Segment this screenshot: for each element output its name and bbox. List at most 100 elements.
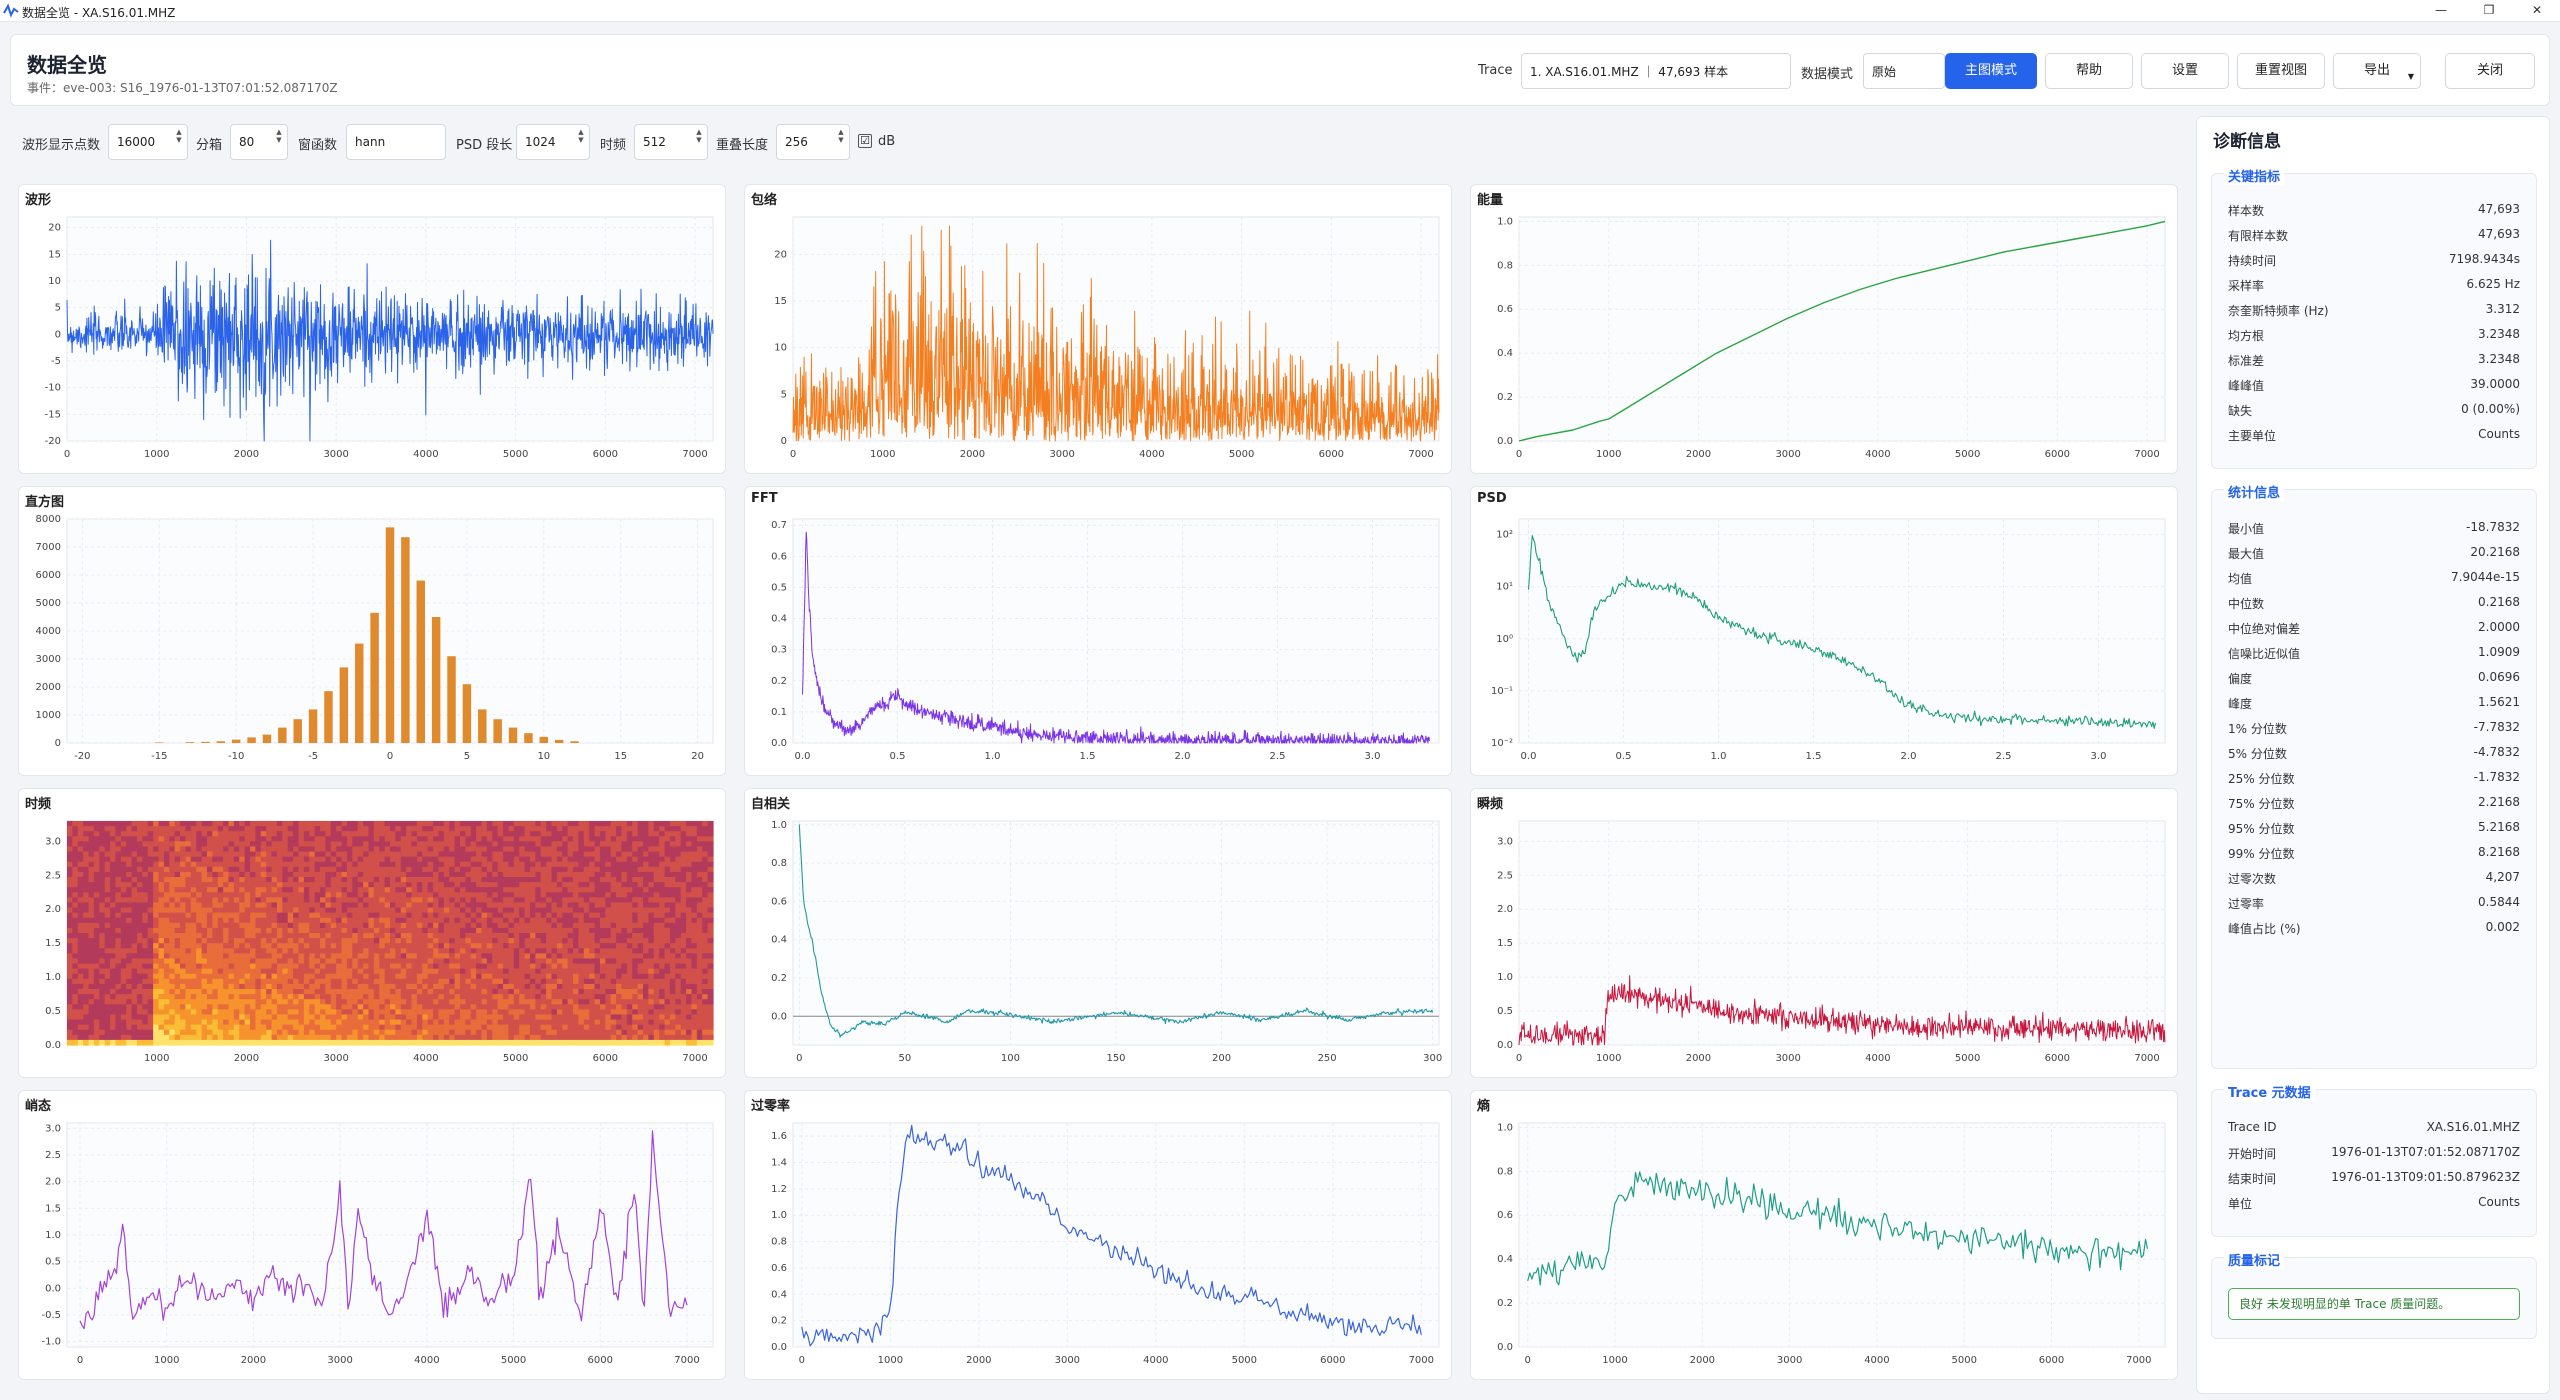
wave-points-input[interactable]: 16000 ▲ ▼ <box>108 124 188 160</box>
spectrogram-cell <box>573 943 580 949</box>
spectrogram-cell <box>610 831 617 837</box>
spectrogram-cell <box>395 1009 402 1016</box>
spectrogram-cell <box>422 958 429 965</box>
spectrogram-cell <box>578 836 585 842</box>
spectrogram-cell <box>433 1029 440 1036</box>
spectrogram-cell <box>567 856 574 863</box>
window-fn-select[interactable]: hann <box>346 124 446 160</box>
spectrogram-cell <box>93 877 100 883</box>
spectrogram-cell <box>368 851 375 858</box>
histogram-chart[interactable]: -20 -15 -10 -5 0 5 10 15 20800070006000500040003… <box>19 511 727 777</box>
spectrogram-cell <box>621 938 628 944</box>
reset-view-button[interactable]: 重置视图 <box>2237 53 2325 89</box>
spectrogram-cell <box>589 877 596 883</box>
spectrogram-cell <box>309 912 316 919</box>
spectrogram-cell <box>519 907 526 914</box>
minimize-icon[interactable]: — <box>2435 3 2447 17</box>
spectrogram-cell <box>169 1004 176 1010</box>
spectrogram-cell <box>363 836 370 842</box>
spectrogram-cell <box>110 851 117 858</box>
spectrogram-cell <box>341 821 348 827</box>
spectrogram-cell <box>433 861 440 868</box>
spectrogram-cell <box>616 994 623 1000</box>
spectrogram-cell <box>67 953 73 960</box>
spectrogram-cell <box>330 978 337 985</box>
spectrogram-cell <box>104 836 111 842</box>
spectrogram-cell <box>126 983 133 990</box>
spectrogram-cell <box>395 861 402 868</box>
spectrogram-cell <box>508 927 515 934</box>
export-button[interactable]: 导出 ▼ <box>2333 53 2421 89</box>
spectrogram-cell <box>341 861 348 868</box>
spectrogram-cell <box>336 861 343 868</box>
main-mode-button[interactable]: 主图模式 <box>1945 53 2037 89</box>
spectrogram-cell <box>158 973 165 980</box>
wave-chart[interactable]: 0 1000 2000 3000 4000 5000 6000 700020151050-5-… <box>19 209 727 475</box>
spectrogram-cell <box>594 856 601 863</box>
spinner-icon[interactable]: ▲ ▼ <box>696 128 702 144</box>
spectrogram-cell <box>77 999 84 1005</box>
spectrogram-cell <box>486 1019 493 1026</box>
spinner-icon[interactable]: ▲ ▼ <box>176 128 182 144</box>
spectrogram-cell <box>77 1034 84 1041</box>
spinner-icon[interactable]: ▲ ▼ <box>276 128 282 144</box>
spectrogram-cell <box>373 968 380 975</box>
spectrogram-cell <box>406 963 413 970</box>
spectrogram-cell <box>379 983 386 990</box>
close-button[interactable]: 关闭 <box>2445 53 2535 89</box>
trace-select[interactable]: 1. XA.S16.01.MHZ ｜ 47,693 样本 <box>1521 53 1791 89</box>
db-checkbox[interactable]: ☑ <box>858 134 872 148</box>
spectrogram-cell <box>513 831 520 837</box>
spectrogram-cell <box>228 831 235 837</box>
mode-select[interactable]: 原始 <box>1863 53 1945 89</box>
spectrogram-cell <box>400 948 407 954</box>
spectrogram-cell <box>540 943 547 949</box>
spectrogram-cell <box>589 846 596 853</box>
spectrogram-cell <box>363 953 370 960</box>
overlap-input[interactable]: 256 ▲ ▼ <box>776 124 850 160</box>
spectrogram-cell <box>540 861 547 868</box>
spectrogram-cell <box>196 1019 203 1026</box>
maximize-icon[interactable]: ❐ <box>2483 3 2495 17</box>
spectrogram-cell <box>589 861 596 868</box>
psd-len-input[interactable]: 1024 ▲ ▼ <box>516 124 590 160</box>
settings-button[interactable]: 设置 <box>2141 53 2229 89</box>
spectrogram-cell <box>529 1009 536 1016</box>
spinner-icon[interactable]: ▲ ▼ <box>578 128 584 144</box>
spectrogram-cell <box>476 963 483 970</box>
spectrogram-cell <box>320 1034 326 1041</box>
fft-chart[interactable]: 0.0 0.5 1.0 1.5 2.0 2.5 3.00.70.60.50.40.30.20… <box>745 511 1453 777</box>
spectrogram-cell <box>459 983 466 990</box>
spectrogram-cell <box>298 938 305 944</box>
spectrogram-cell <box>476 877 483 883</box>
spectrogram-cell <box>320 963 326 970</box>
tf-input[interactable]: 512 ▲ ▼ <box>634 124 708 160</box>
x-tick-label: 6000 <box>593 1053 618 1064</box>
x-tick-label: 2000 <box>960 449 985 460</box>
spectrogram-cell <box>131 948 138 954</box>
energy-chart[interactable]: 0 1000 2000 3000 4000 5000 6000 70001.00.80.60.… <box>1471 209 2179 475</box>
spectrogram-cell <box>330 963 337 970</box>
x-tick-label: 0 <box>387 751 393 762</box>
help-button[interactable]: 帮助 <box>2045 53 2133 89</box>
spectrogram-cell <box>196 922 203 929</box>
spectrogram-cell <box>476 973 483 980</box>
spectrogram-cell <box>136 989 143 995</box>
spinner-icon[interactable]: ▲ ▼ <box>838 128 844 144</box>
spectrogram-cell <box>406 887 413 893</box>
spectrogram-cell <box>556 846 563 853</box>
bins-input[interactable]: 80 ▲ ▼ <box>230 124 288 160</box>
spectrogram-cell <box>519 856 526 863</box>
spectrogram-cell <box>357 943 364 949</box>
spectrogram-cell <box>115 902 122 909</box>
spectrogram-cell <box>260 1034 267 1041</box>
spectrogram-cell <box>599 1034 606 1041</box>
spectrogram-cell <box>395 877 402 883</box>
spectrogram-cell <box>583 994 590 1000</box>
spectrogram-cell <box>185 953 192 960</box>
spectrogram-chart[interactable]: 1000 2000 3000 4000 5000 6000 70003.02.52.01.5… <box>19 813 727 1079</box>
spectrogram-cell <box>287 983 294 990</box>
window-close-icon[interactable]: ✕ <box>2531 3 2543 17</box>
